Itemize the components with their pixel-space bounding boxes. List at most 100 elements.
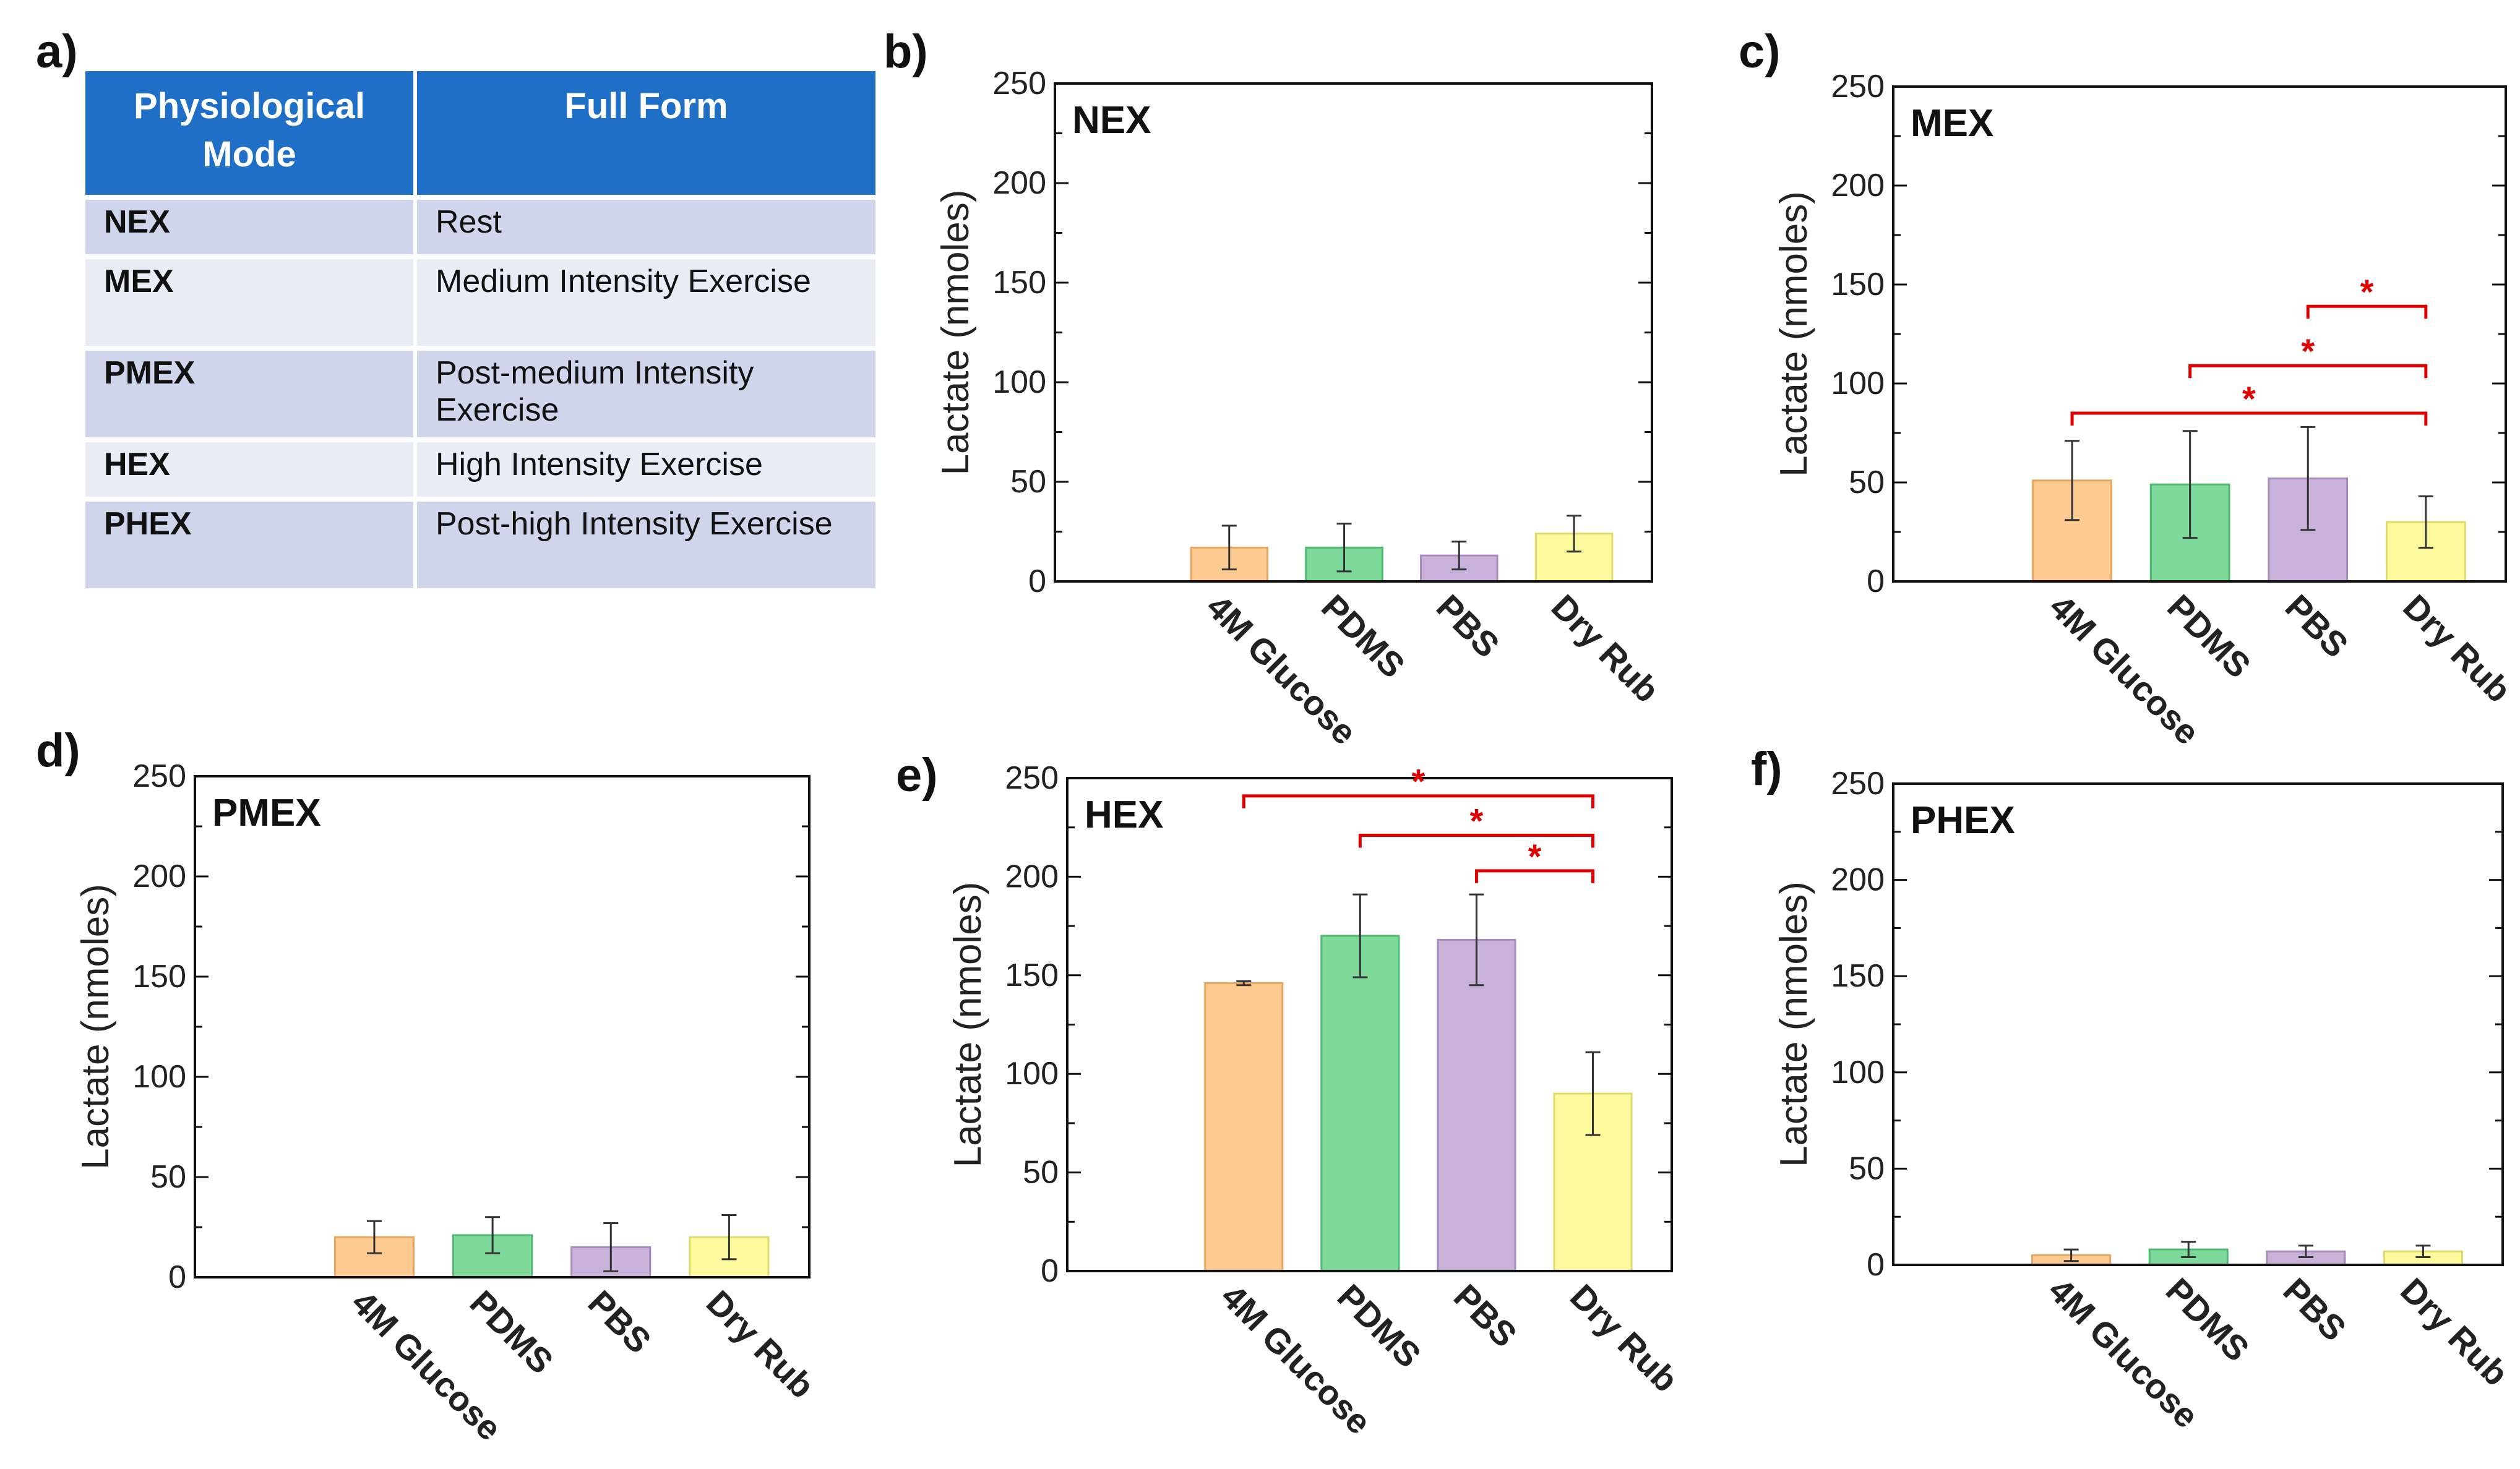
- y-tick-label: 0: [1867, 563, 1885, 599]
- x-tick-label: Dry Rub: [2396, 587, 2519, 710]
- plot-frame: [1892, 782, 2504, 1266]
- error-bar-1: [2181, 1241, 2196, 1259]
- y-tick-label: 50: [1010, 464, 1046, 500]
- chart-title: HEX: [1085, 794, 1163, 836]
- table-row: PMEX Post-medium Intensity Exercise: [85, 346, 875, 437]
- y-tick-label: 250: [992, 66, 1046, 101]
- y-tick-label: 100: [1831, 366, 1885, 401]
- y-axis-label: Lactate (nmoles): [1773, 881, 1815, 1167]
- bar-0: [1204, 982, 1284, 1272]
- error-bar-1: [2182, 430, 2198, 539]
- table-row: NEX Rest: [85, 195, 875, 254]
- error-bar-3: [1567, 515, 1582, 553]
- y-tick-label: 150: [132, 959, 186, 995]
- x-tick-label: PBS: [1429, 587, 1507, 665]
- panel-label-e: e): [896, 749, 938, 802]
- error-bar-1: [1352, 893, 1368, 979]
- y-tick-label: 250: [1831, 69, 1885, 105]
- y-tick-label: 0: [1867, 1247, 1885, 1283]
- chart-title: MEX: [1911, 102, 1993, 145]
- y-tick-label: 50: [1849, 465, 1885, 500]
- x-tick-label: PDMS: [1314, 587, 1413, 685]
- y-tick-label: 250: [1831, 766, 1885, 802]
- mode-full-form: Post-medium Intensity Exercise: [417, 346, 875, 437]
- chart-title: NEX: [1072, 99, 1151, 142]
- significance-star-1: *: [1470, 801, 1484, 840]
- mode-full-form: Rest: [417, 195, 875, 254]
- error-bar-3: [2415, 1244, 2431, 1259]
- x-tick-label: PBS: [2278, 587, 2356, 665]
- y-tick-label: 200: [1005, 859, 1059, 894]
- y-tick-label: 100: [1831, 1055, 1885, 1090]
- error-bar-3: [721, 1214, 737, 1261]
- panel-label-b: b): [884, 25, 928, 78]
- x-tick-label: Dry Rub: [1544, 587, 1667, 710]
- y-axis-label: Lactate (nmoles): [947, 882, 989, 1168]
- x-tick-label: Dry Rub: [699, 1283, 822, 1406]
- y-axis-label: Lactate (nmoles): [1773, 191, 1815, 477]
- mode-table-header: Physiological Mode Full Form: [85, 71, 875, 195]
- x-tick-label: PDMS: [2160, 587, 2258, 685]
- significance-star-0: *: [1411, 762, 1425, 801]
- y-tick-label: 0: [1041, 1253, 1059, 1289]
- table-row: MEX Medium Intensity Exercise: [85, 254, 875, 346]
- bar-1: [1320, 935, 1400, 1272]
- error-bar-0: [2065, 440, 2080, 521]
- error-bar-0: [366, 1220, 382, 1254]
- mode-full-form: Post-high Intensity Exercise: [417, 497, 875, 588]
- y-tick-label: 150: [992, 265, 1046, 301]
- plot-frame: [194, 775, 811, 1278]
- error-bar-0: [1221, 525, 1237, 571]
- x-tick-label: Dry Rub: [2393, 1270, 2516, 1394]
- y-tick-label: 0: [168, 1259, 186, 1295]
- y-tick-label: 200: [132, 859, 186, 894]
- mode-code: MEX: [85, 254, 417, 346]
- bar-2: [1437, 938, 1516, 1272]
- panel-label-a: a): [36, 25, 78, 78]
- panel-label-c: c): [1739, 25, 1781, 78]
- header-physiological-mode: Physiological Mode: [85, 71, 417, 195]
- y-tick-label: 150: [1831, 958, 1885, 994]
- mode-code: PHEX: [85, 497, 417, 588]
- panel-label-f: f): [1751, 743, 1782, 795]
- panel-label-d: d): [36, 724, 80, 777]
- mode-full-form: Medium Intensity Exercise: [417, 254, 875, 346]
- y-axis-label: Lactate (nmoles): [934, 190, 977, 476]
- error-bar-2: [2300, 426, 2316, 531]
- x-tick-label: PBS: [1447, 1277, 1524, 1355]
- y-tick-label: 100: [1005, 1056, 1059, 1092]
- header-full-form: Full Form: [417, 71, 875, 195]
- y-tick-label: 50: [150, 1159, 186, 1195]
- error-bar-1: [1336, 523, 1352, 573]
- significance-bracket-1: [1358, 833, 1594, 848]
- error-bar-3: [2418, 495, 2433, 549]
- significance-bracket-2: [1474, 869, 1594, 883]
- x-tick-label: PDMS: [1330, 1277, 1429, 1375]
- y-tick-label: 50: [1023, 1155, 1059, 1191]
- x-tick-label: Dry Rub: [1563, 1277, 1686, 1400]
- mode-code: PMEX: [85, 346, 417, 437]
- error-bar-2: [603, 1222, 619, 1272]
- x-tick-label: PDMS: [2159, 1270, 2257, 1369]
- y-tick-label: 250: [132, 758, 186, 794]
- significance-bracket-1: [2188, 364, 2428, 379]
- significance-star-2: *: [1528, 837, 1542, 876]
- error-bar-2: [1451, 541, 1467, 571]
- significance-bracket-0: [2070, 411, 2428, 426]
- x-tick-label: PBS: [581, 1283, 659, 1361]
- mode-table: Physiological Mode Full Form NEX Rest ME…: [85, 71, 875, 588]
- x-tick-label: PDMS: [463, 1283, 561, 1381]
- chart-title: PMEX: [212, 792, 321, 834]
- significance-star-2: *: [2360, 272, 2374, 311]
- significance-star-0: *: [2242, 379, 2256, 418]
- mode-full-form: High Intensity Exercise: [417, 437, 875, 497]
- plot-frame: [1054, 82, 1653, 583]
- y-tick-label: 250: [1005, 760, 1059, 796]
- error-bar-3: [1585, 1051, 1601, 1136]
- error-bar-0: [2063, 1248, 2079, 1262]
